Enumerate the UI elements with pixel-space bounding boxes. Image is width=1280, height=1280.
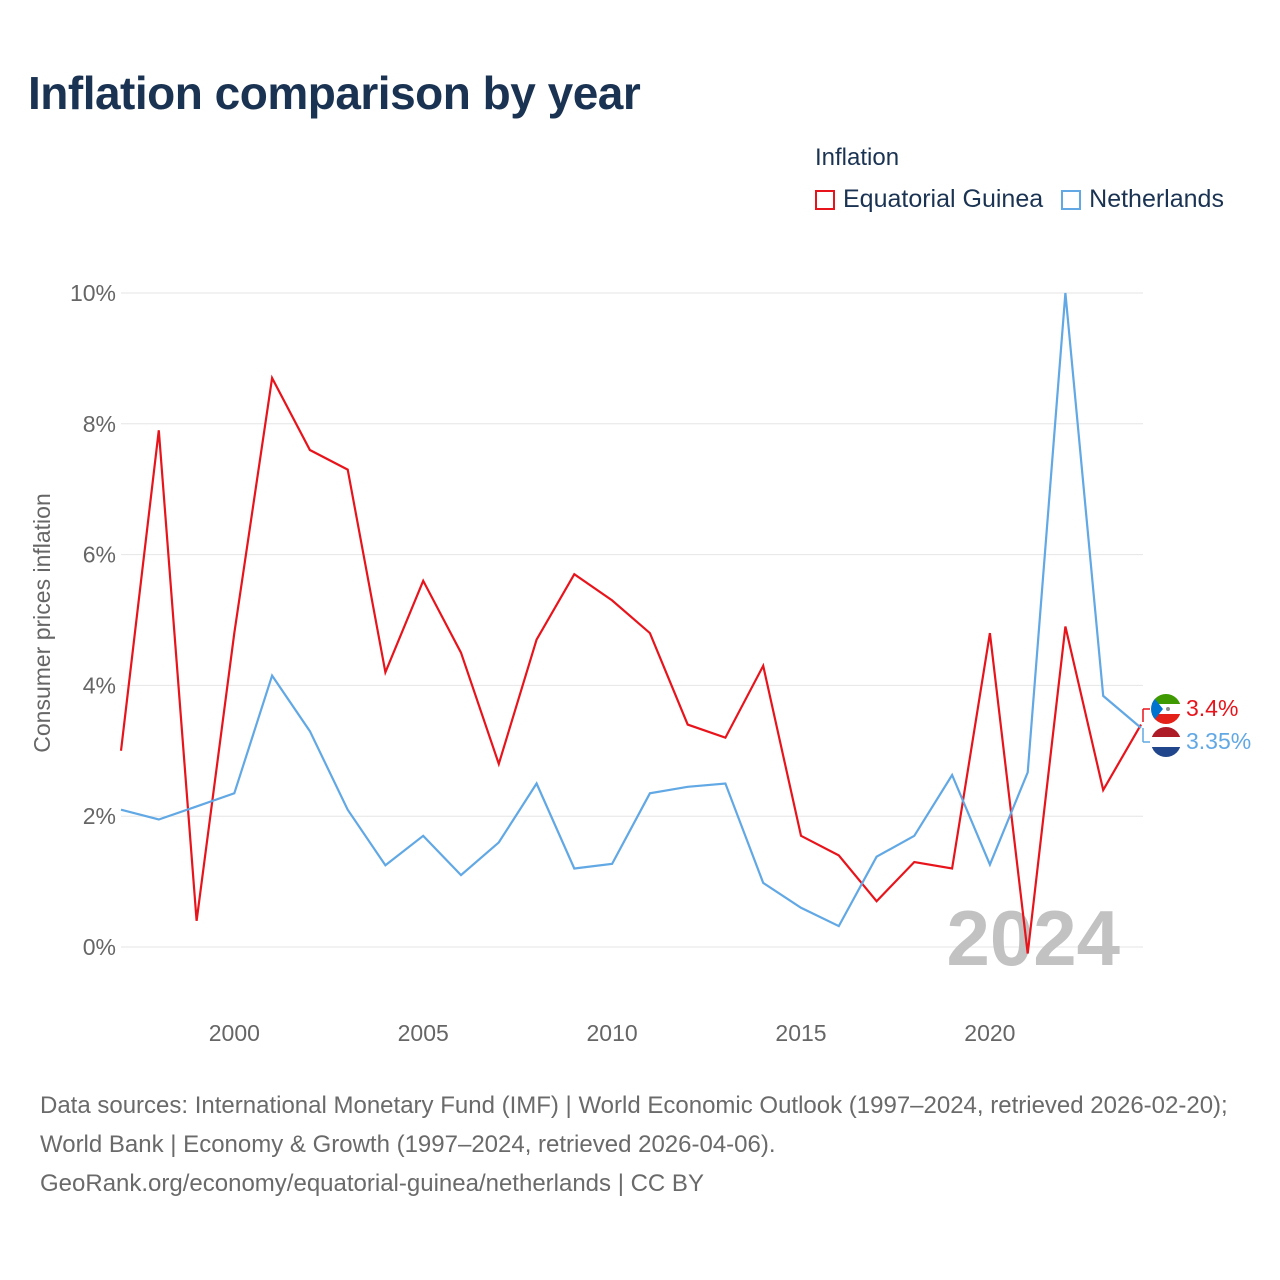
data-point-netherlands[interactable]	[948, 771, 956, 779]
x-tick-label: 2015	[775, 1020, 826, 1046]
data-point-netherlands[interactable]	[1099, 692, 1107, 700]
x-tick-label: 2005	[398, 1020, 449, 1046]
data-point-equatorial-guinea[interactable]	[608, 596, 616, 604]
data-point-equatorial-guinea[interactable]	[344, 466, 352, 474]
data-point-equatorial-guinea[interactable]	[117, 747, 125, 755]
data-point-equatorial-guinea[interactable]	[1099, 786, 1107, 794]
series-line-netherlands[interactable]	[120, 292, 1142, 928]
x-tick-label: 2020	[964, 1020, 1015, 1046]
data-point-equatorial-guinea[interactable]	[948, 865, 956, 873]
data-point-equatorial-guinea[interactable]	[155, 426, 163, 434]
legend-item-netherlands[interactable]: Netherlands	[1061, 185, 1224, 214]
data-point-netherlands[interactable]	[873, 853, 881, 861]
data-point-netherlands[interactable]	[1061, 289, 1069, 297]
data-point-equatorial-guinea[interactable]	[986, 629, 994, 637]
data-point-netherlands[interactable]	[986, 861, 994, 869]
end-connector-netherlands	[1142, 728, 1150, 743]
data-point-equatorial-guinea[interactable]	[495, 760, 503, 768]
data-point-netherlands[interactable]	[268, 672, 276, 680]
x-axis-ticks: 2000 2005 2010 2015 2020	[209, 1020, 1016, 1046]
x-tick-label: 2010	[587, 1020, 638, 1046]
data-point-equatorial-guinea[interactable]	[570, 570, 578, 578]
data-point-equatorial-guinea[interactable]	[910, 858, 918, 866]
data-point-equatorial-guinea[interactable]	[419, 577, 427, 585]
data-point-equatorial-guinea[interactable]	[1061, 623, 1069, 631]
data-point-netherlands[interactable]	[155, 815, 163, 823]
end-label-equatorial-guinea: 3.4%	[1186, 695, 1238, 721]
data-point-equatorial-guinea[interactable]	[873, 897, 881, 905]
legend-label-netherlands: Netherlands	[1089, 185, 1224, 213]
data-point-equatorial-guinea[interactable]	[381, 668, 389, 676]
footer: Data sources: International Monetary Fun…	[40, 1086, 1245, 1203]
data-point-netherlands[interactable]	[797, 904, 805, 912]
flag-netherlands-icon	[1151, 727, 1181, 757]
y-tick-label: 4%	[83, 672, 116, 698]
y-tick-label: 6%	[83, 542, 116, 568]
y-tick-label: 2%	[83, 803, 116, 829]
data-point-equatorial-guinea[interactable]	[1024, 950, 1032, 958]
legend-swatch-equatorial-guinea	[815, 189, 835, 210]
grid-lines	[121, 292, 1143, 948]
end-label-netherlands: 3.35%	[1186, 728, 1251, 754]
legend: Equatorial Guinea Netherlands	[815, 185, 1224, 214]
data-point-netherlands[interactable]	[684, 783, 692, 791]
data-point-netherlands[interactable]	[910, 832, 918, 840]
data-point-netherlands[interactable]	[570, 865, 578, 873]
data-point-netherlands[interactable]	[533, 780, 541, 788]
legend-title: Inflation	[815, 144, 900, 171]
flag-equatorial-guinea-icon	[1151, 694, 1181, 724]
series-lines	[117, 289, 1145, 958]
data-point-equatorial-guinea[interactable]	[306, 446, 314, 454]
data-point-netherlands[interactable]	[608, 860, 616, 868]
end-markers: 3.4% 3.35%	[1142, 694, 1251, 757]
end-connector-equatorial-guinea	[1142, 708, 1150, 722]
data-point-netherlands[interactable]	[306, 727, 314, 735]
data-point-equatorial-guinea[interactable]	[457, 649, 465, 657]
legend-item-equatorial-guinea[interactable]: Equatorial Guinea	[815, 185, 1043, 214]
footer-sources: Data sources: International Monetary Fun…	[40, 1092, 1228, 1158]
data-point-equatorial-guinea[interactable]	[268, 374, 276, 382]
data-point-netherlands[interactable]	[117, 806, 125, 814]
y-tick-label: 0%	[83, 934, 116, 960]
legend-label-equatorial-guinea: Equatorial Guinea	[843, 185, 1044, 213]
data-point-equatorial-guinea[interactable]	[684, 721, 692, 729]
y-tick-label: 10%	[70, 280, 116, 306]
data-point-equatorial-guinea[interactable]	[230, 629, 238, 637]
data-point-equatorial-guinea[interactable]	[193, 917, 201, 925]
data-point-equatorial-guinea[interactable]	[797, 832, 805, 840]
y-axis-ticks: 0% 2% 4% 6% 8% 10%	[70, 280, 116, 960]
data-point-equatorial-guinea[interactable]	[646, 629, 654, 637]
data-point-equatorial-guinea[interactable]	[759, 662, 767, 670]
chart-title: Inflation comparison by year	[28, 67, 641, 119]
series-line-equatorial-guinea[interactable]	[119, 374, 1142, 954]
data-point-netherlands[interactable]	[495, 838, 503, 846]
data-point-netherlands[interactable]	[646, 789, 654, 797]
data-point-netherlands[interactable]	[193, 802, 201, 810]
data-point-netherlands[interactable]	[759, 879, 767, 887]
data-point-equatorial-guinea[interactable]	[721, 734, 729, 742]
x-tick-label: 2000	[209, 1020, 260, 1046]
y-tick-label: 8%	[83, 411, 116, 437]
data-point-netherlands[interactable]	[457, 871, 465, 879]
footer-credit[interactable]: GeoRank.org/economy/equatorial-guinea/ne…	[40, 1170, 704, 1197]
data-point-netherlands[interactable]	[721, 780, 729, 788]
data-point-netherlands[interactable]	[381, 861, 389, 869]
data-point-netherlands[interactable]	[230, 789, 238, 797]
data-point-equatorial-guinea[interactable]	[533, 636, 541, 644]
data-point-netherlands[interactable]	[344, 806, 352, 814]
data-point-netherlands[interactable]	[835, 922, 843, 930]
y-axis-label: Consumer prices inflation	[29, 493, 55, 753]
data-point-equatorial-guinea[interactable]	[835, 851, 843, 859]
data-point-netherlands[interactable]	[1024, 768, 1032, 776]
legend-swatch-netherlands	[1061, 189, 1082, 210]
data-point-netherlands[interactable]	[1137, 724, 1145, 732]
data-point-netherlands[interactable]	[419, 832, 427, 840]
